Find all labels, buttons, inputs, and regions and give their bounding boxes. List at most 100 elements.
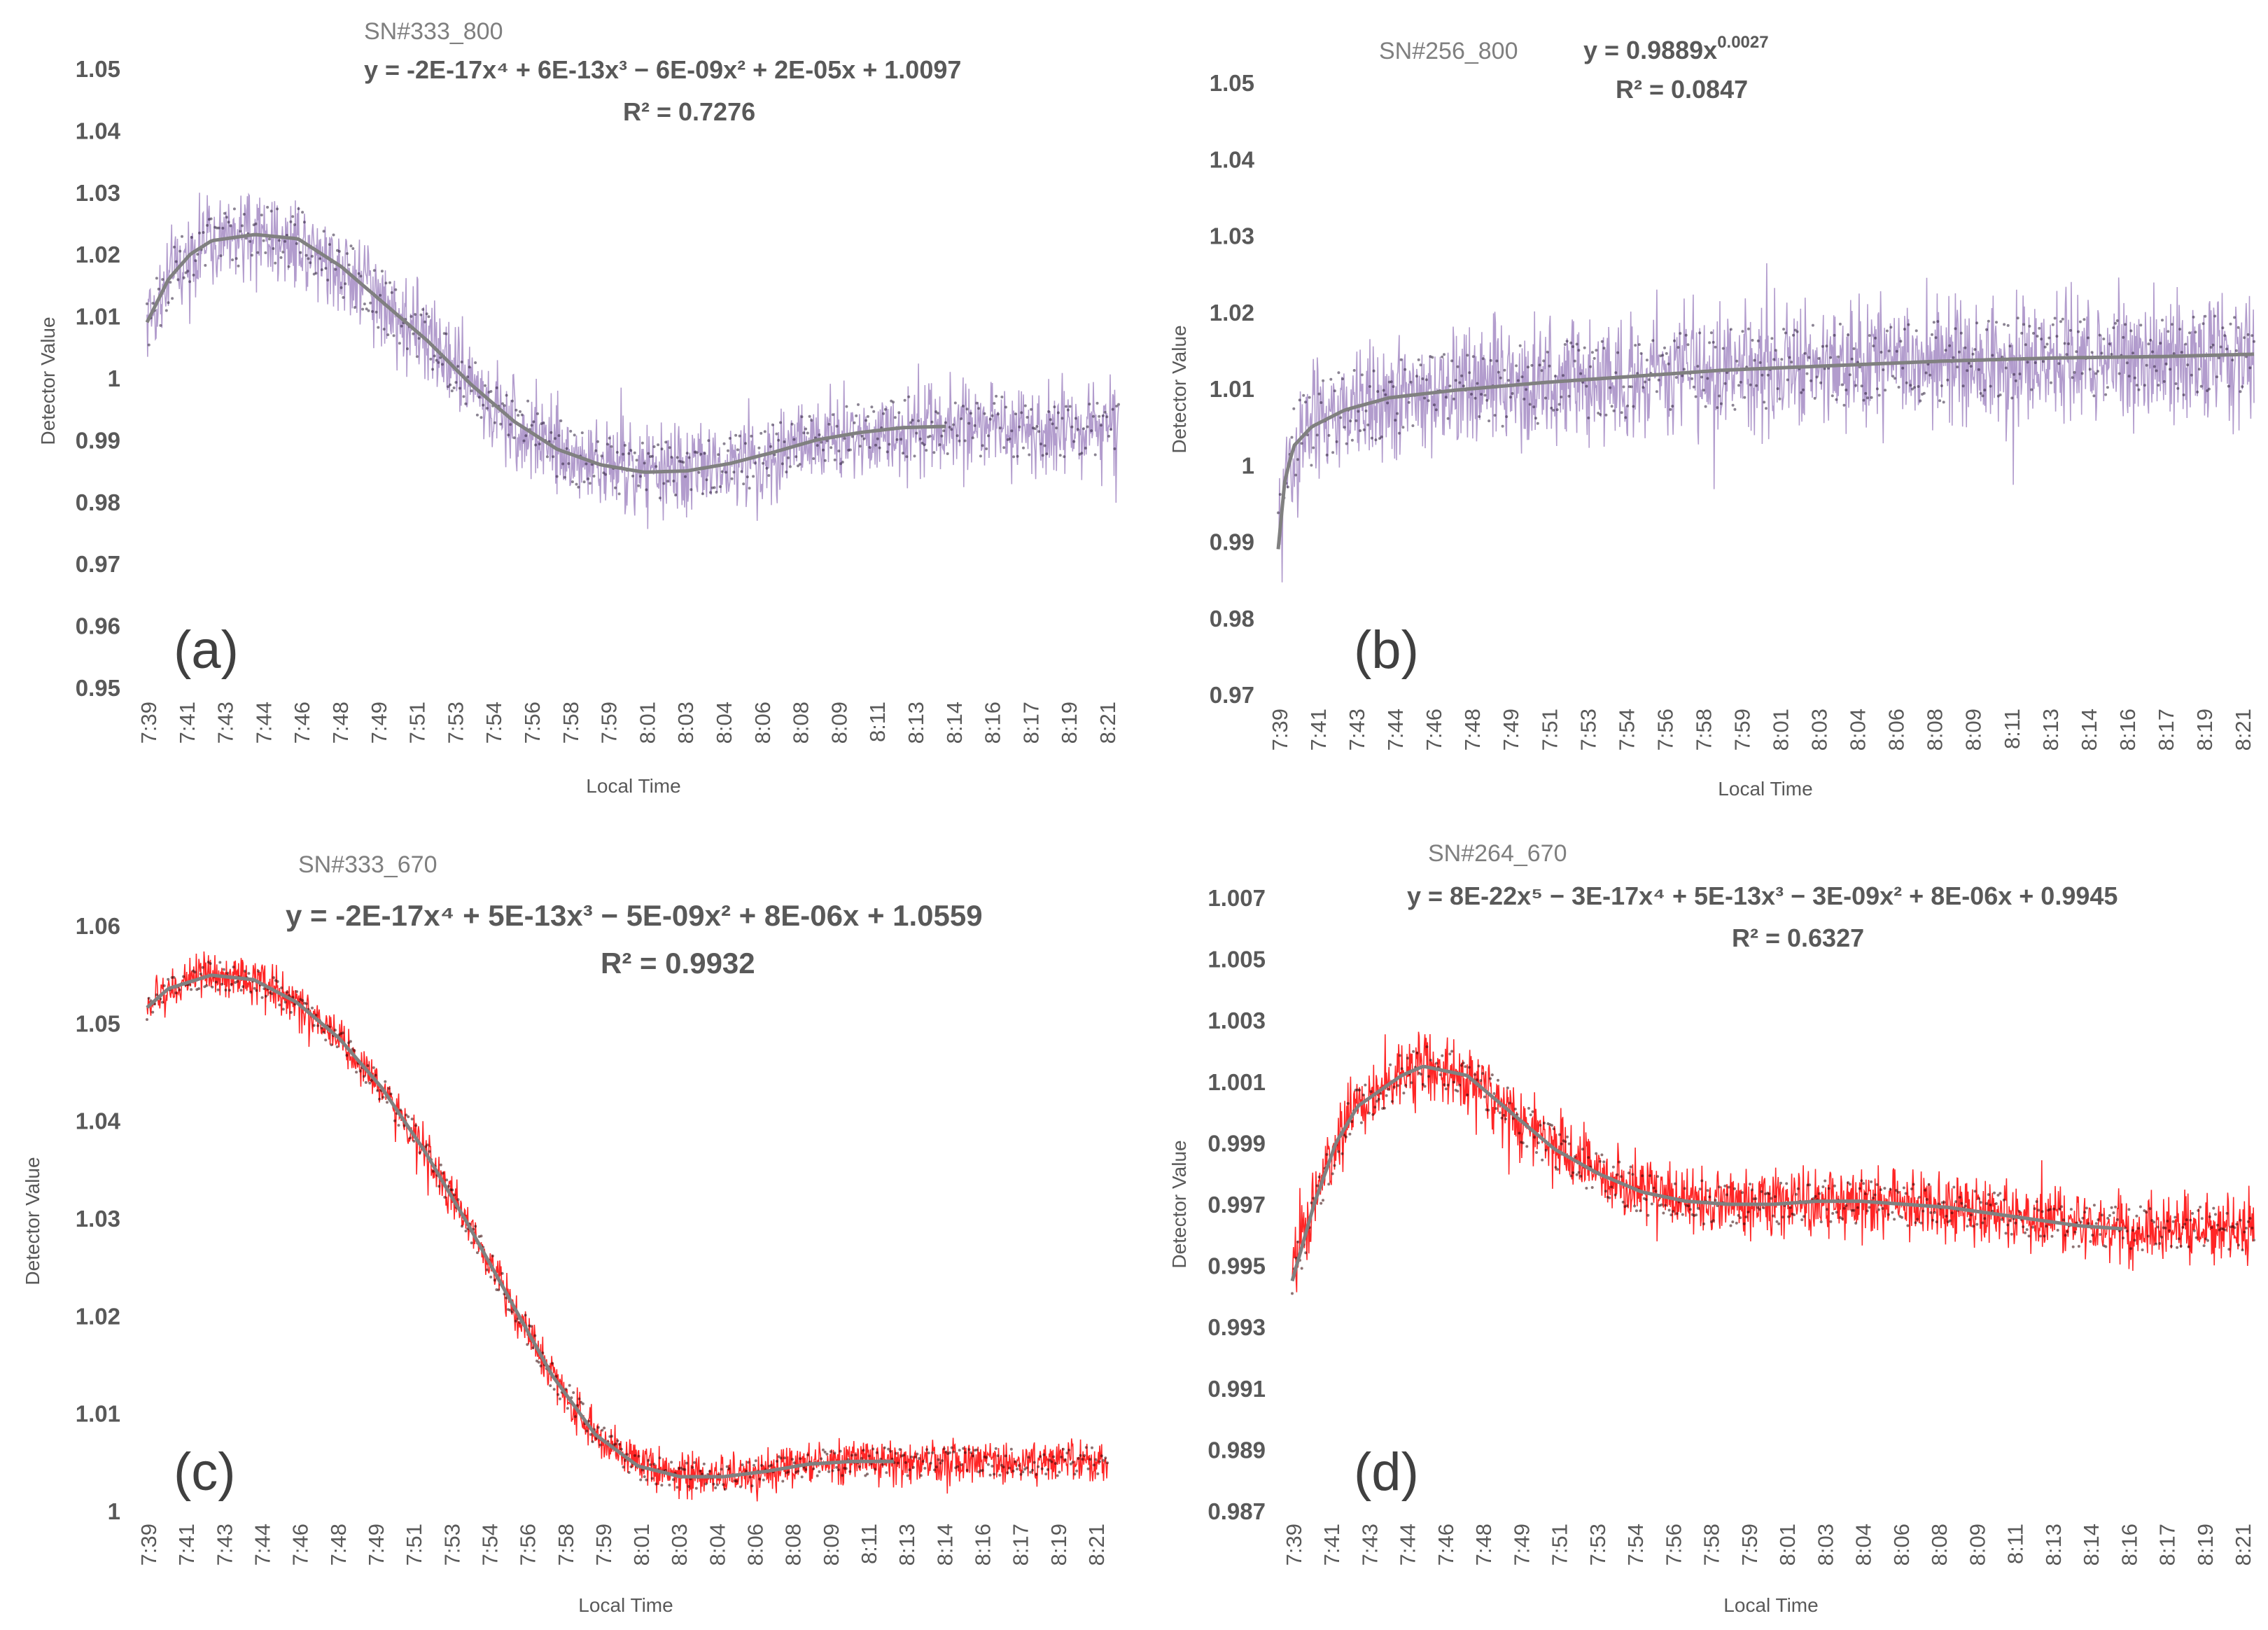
data-point <box>2088 368 2092 371</box>
data-point <box>266 206 270 209</box>
data-point <box>720 1468 723 1471</box>
x-tick-label: 7:53 <box>1576 709 1600 751</box>
data-point <box>804 1468 808 1471</box>
data-point <box>2100 1213 2104 1217</box>
data-point <box>792 1461 796 1465</box>
y-tick-label: 0.98 <box>76 489 120 515</box>
data-point <box>1441 1054 1444 1057</box>
data-point <box>998 1473 1002 1477</box>
data-point <box>886 450 889 454</box>
data-point <box>1528 403 1532 406</box>
x-tick-label: 7:43 <box>1345 709 1369 751</box>
data-point <box>218 961 222 964</box>
data-point <box>610 1435 613 1438</box>
data-point <box>1429 1059 1432 1062</box>
data-point <box>2179 1244 2183 1248</box>
data-point <box>580 1400 583 1404</box>
data-point <box>623 444 626 447</box>
data-point <box>2078 320 2082 323</box>
data-point <box>1883 1187 1886 1190</box>
data-point <box>345 252 349 256</box>
data-point <box>1946 378 1949 382</box>
data-point <box>243 970 246 973</box>
data-point <box>1086 425 1089 429</box>
data-point <box>545 455 549 459</box>
data-point <box>227 221 230 224</box>
data-point <box>694 1486 698 1490</box>
data-point <box>390 291 393 294</box>
data-point <box>1681 1213 1684 1216</box>
data-point <box>1921 1209 1925 1213</box>
data-point <box>2122 1237 2125 1240</box>
data-point <box>820 440 823 444</box>
data-point <box>1626 404 1630 408</box>
data-point <box>1068 405 1072 408</box>
x-tick-label: 7:59 <box>597 702 622 744</box>
data-point <box>1793 1213 1796 1216</box>
x-tick-label: 7:41 <box>175 702 200 744</box>
data-point <box>938 443 941 447</box>
data-point <box>1897 386 1900 389</box>
data-point <box>2166 1220 2169 1222</box>
data-point <box>2118 372 2121 375</box>
data-point <box>909 421 912 424</box>
data-point <box>499 422 503 426</box>
data-point <box>514 408 518 412</box>
data-point <box>829 1450 832 1454</box>
data-point <box>1031 1468 1034 1472</box>
data-point <box>2223 334 2227 337</box>
data-point <box>1977 368 1980 371</box>
data-point <box>2132 351 2135 355</box>
x-tick-label: 8:14 <box>932 1524 957 1566</box>
data-point <box>1641 1174 1644 1178</box>
data-point <box>334 267 337 271</box>
data-point <box>1979 391 1982 395</box>
data-point <box>167 977 170 981</box>
data-point <box>788 465 792 468</box>
data-point <box>835 424 839 428</box>
data-point <box>1082 427 1085 431</box>
data-point <box>505 393 508 397</box>
data-point <box>961 405 965 408</box>
data-point <box>848 1470 852 1473</box>
data-point <box>589 1433 592 1436</box>
data-point <box>1304 400 1307 404</box>
data-point <box>985 1456 988 1459</box>
y-tick-label: 0.987 <box>1208 1498 1266 1524</box>
data-point <box>771 423 774 426</box>
data-point <box>1805 372 1809 375</box>
data-point <box>1587 1156 1590 1159</box>
data-point <box>151 1010 155 1014</box>
data-point <box>2151 350 2154 354</box>
data-point <box>752 475 755 478</box>
data-point <box>1292 407 1296 410</box>
data-point <box>2204 314 2207 318</box>
data-point <box>1842 1206 1846 1210</box>
data-point <box>2050 1234 2054 1238</box>
data-point <box>806 1453 809 1456</box>
data-point <box>438 1185 441 1188</box>
data-point <box>1998 393 2002 396</box>
data-point <box>742 482 746 486</box>
data-point <box>1056 1474 1059 1477</box>
data-point <box>791 1458 794 1461</box>
data-point <box>340 286 343 289</box>
y-tick-label: 1.02 <box>1210 300 1254 326</box>
data-point <box>2174 1215 2177 1219</box>
data-point <box>1821 1185 1825 1188</box>
data-point <box>1490 1073 1494 1077</box>
data-point <box>1721 347 1725 350</box>
data-point <box>862 1449 865 1452</box>
data-point <box>708 1470 711 1473</box>
trendline-b <box>1276 352 2255 550</box>
data-point <box>542 422 545 424</box>
data-point <box>2177 1237 2180 1241</box>
data-point <box>2137 1227 2141 1230</box>
data-point <box>882 412 886 415</box>
data-point <box>400 324 403 328</box>
data-point <box>1074 417 1077 420</box>
data-point <box>2085 1206 2088 1210</box>
data-point <box>917 419 920 422</box>
data-point <box>1793 328 1797 332</box>
data-point <box>1590 1186 1594 1189</box>
